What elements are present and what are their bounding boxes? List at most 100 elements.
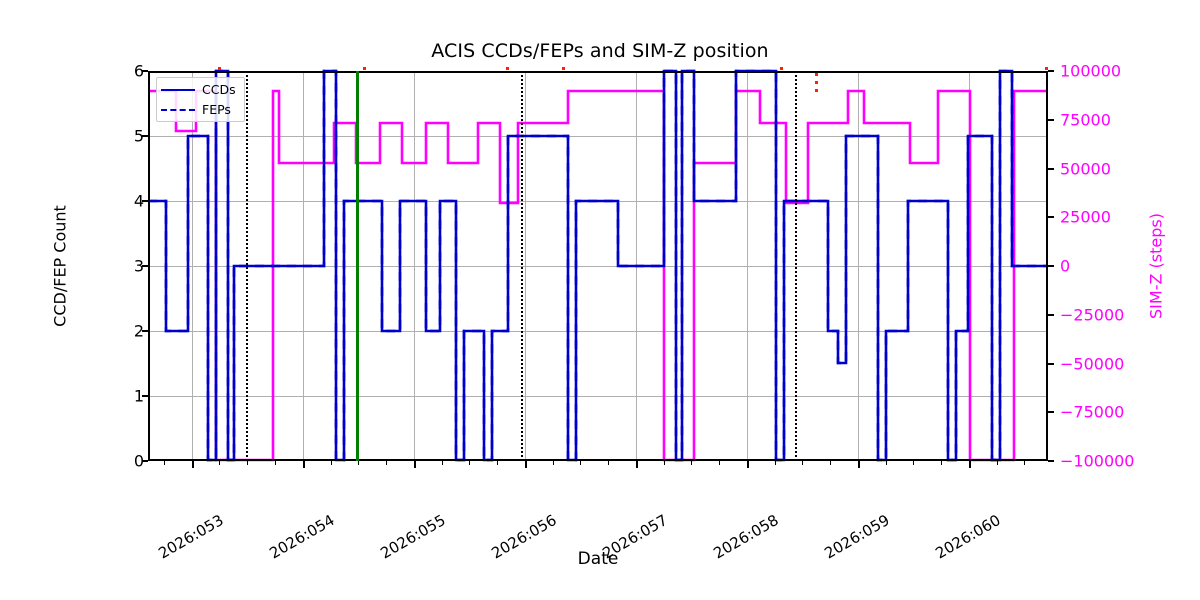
- xtick-label-2026-058: 2026:058: [710, 510, 782, 563]
- gridline-y-3: [148, 266, 1048, 267]
- xtick-label-2026-054: 2026:054: [266, 510, 338, 563]
- xtick-mark-2026-060: [969, 461, 971, 468]
- xtick-mark-minor: [997, 461, 998, 465]
- xtick-mark-minor: [802, 461, 803, 465]
- xtick-mark-minor: [775, 461, 776, 465]
- xtick-mark-minor: [941, 461, 942, 465]
- legend-label-ccds: CCDs: [202, 82, 236, 97]
- legend-label-feps: FEPs: [202, 102, 231, 117]
- plot-area: CCDs FEPs 6 5 4 3 2 1 0 100000: [51, 62, 1166, 570]
- ytick-label-right-75000: 75000: [1060, 110, 1111, 130]
- xtick-label-2026-056: 2026:056: [488, 510, 560, 563]
- ytick-label-right-n75000: −75000: [1060, 402, 1125, 422]
- gridline-x-2026-059: [858, 71, 859, 461]
- legend-swatch-feps: [161, 108, 195, 111]
- ytick-mark-left-3: [142, 265, 148, 267]
- xtick-mark-2026-053: [192, 461, 194, 468]
- xtick-mark-2026-058: [747, 461, 749, 468]
- event-marker-dotted-3: [795, 71, 797, 461]
- red-dot-3: [815, 89, 818, 92]
- ytick-label-right-n100000: −100000: [1060, 451, 1135, 471]
- legend-item-ccds: CCDs: [161, 82, 236, 97]
- xtick-mark-minor: [247, 461, 248, 465]
- gridline-x-2026-055: [414, 71, 415, 461]
- x-axis-label: Date: [577, 549, 619, 569]
- ytick-label-left-5: 5: [133, 126, 144, 146]
- xtick-mark-minor: [219, 461, 220, 465]
- plot-frame: [148, 71, 1048, 461]
- gridline-y-5: [148, 136, 1048, 137]
- ytick-label-right-n25000: −25000: [1060, 305, 1125, 325]
- xtick-mark-minor: [1024, 461, 1025, 465]
- legend-swatch-ccds: [161, 88, 195, 91]
- ytick-mark-right-n75000: [1048, 411, 1054, 414]
- xtick-mark-minor: [331, 461, 332, 465]
- ytick-mark-right-100000: [1048, 70, 1054, 72]
- xtick-mark-minor: [830, 461, 831, 465]
- red-tick-6: [1045, 67, 1048, 70]
- ytick-label-right-50000: 50000: [1060, 159, 1111, 178]
- ytick-mark-right-50000: [1048, 167, 1054, 170]
- xtick-mark-2026-059: [858, 461, 860, 468]
- ytick-mark-left-1: [142, 395, 148, 397]
- xtick-mark-minor: [275, 461, 276, 465]
- feps-trace: [148, 69, 1048, 462]
- xtick-mark-minor: [913, 461, 914, 465]
- event-marker-dotted-2: [521, 71, 523, 461]
- ytick-mark-left-4: [142, 200, 148, 202]
- y-axis-label-right: SIM-Z (steps): [1146, 213, 1166, 319]
- xtick-label-2026-060: 2026:060: [932, 510, 1004, 563]
- xtick-mark-minor: [358, 461, 359, 465]
- ytick-mark-right-n100000: [1048, 460, 1054, 462]
- xtick-mark-minor: [719, 461, 720, 465]
- red-dot-1: [815, 73, 818, 76]
- ytick-label-left-6: 6: [133, 61, 144, 81]
- red-dot-2: [815, 81, 818, 84]
- ytick-mark-right-0: [1048, 265, 1054, 267]
- ytick-mark-right-n25000: [1048, 313, 1054, 316]
- gridline-x-2026-056: [525, 71, 526, 461]
- red-tick-5: [780, 67, 783, 70]
- xtick-mark-minor: [497, 461, 498, 465]
- gridline-x-2026-053: [192, 71, 193, 461]
- ytick-mark-left-5: [142, 135, 148, 137]
- xtick-mark-minor: [580, 461, 581, 465]
- ytick-label-left-1: 1: [133, 386, 144, 406]
- ytick-mark-left-6: [142, 70, 148, 72]
- xtick-mark-minor: [164, 461, 165, 465]
- ytick-label-right-100000: 100000: [1060, 61, 1122, 81]
- ytick-label-left-3: 3: [133, 256, 144, 276]
- event-marker-green: [356, 71, 359, 461]
- gridline-y-1: [148, 396, 1048, 397]
- xtick-label-2026-053: 2026:053: [155, 510, 227, 563]
- xtick-mark-2026-056: [525, 461, 527, 468]
- xtick-mark-minor: [691, 461, 692, 465]
- xtick-mark-minor: [886, 461, 887, 465]
- y-axis-label-left: CCD/FEP Count: [50, 205, 70, 327]
- xtick-mark-2026-055: [414, 461, 416, 468]
- ytick-mark-right-n50000: [1048, 362, 1054, 365]
- ytick-label-right-25000: 25000: [1060, 207, 1111, 227]
- simz-trace: [148, 89, 1048, 462]
- legend: CCDs FEPs: [156, 77, 245, 122]
- red-tick-1: [218, 67, 221, 70]
- xtick-label-2026-059: 2026:059: [821, 510, 893, 563]
- ytick-label-right-0: 0: [1060, 256, 1071, 276]
- xtick-mark-2026-054: [303, 461, 305, 468]
- gridline-x-2026-058: [747, 71, 748, 461]
- xtick-mark-minor: [469, 461, 470, 465]
- ytick-mark-right-25000: [1048, 216, 1054, 219]
- ytick-label-left-0: 0: [133, 451, 144, 471]
- ytick-label-left-4: 4: [133, 191, 144, 211]
- event-marker-dotted-1: [246, 71, 248, 461]
- xtick-label-2026-055: 2026:055: [377, 510, 449, 563]
- chart-title: ACIS CCDs/FEPs and SIM-Z position: [431, 40, 769, 62]
- ytick-mark-right-75000: [1048, 118, 1054, 121]
- xtick-mark-minor: [442, 461, 443, 465]
- ytick-mark-left-0: [142, 460, 148, 462]
- xtick-mark-minor: [608, 461, 609, 465]
- ytick-label-left-2: 2: [133, 321, 144, 341]
- red-tick-3: [506, 67, 509, 70]
- xtick-mark-2026-057: [636, 461, 638, 468]
